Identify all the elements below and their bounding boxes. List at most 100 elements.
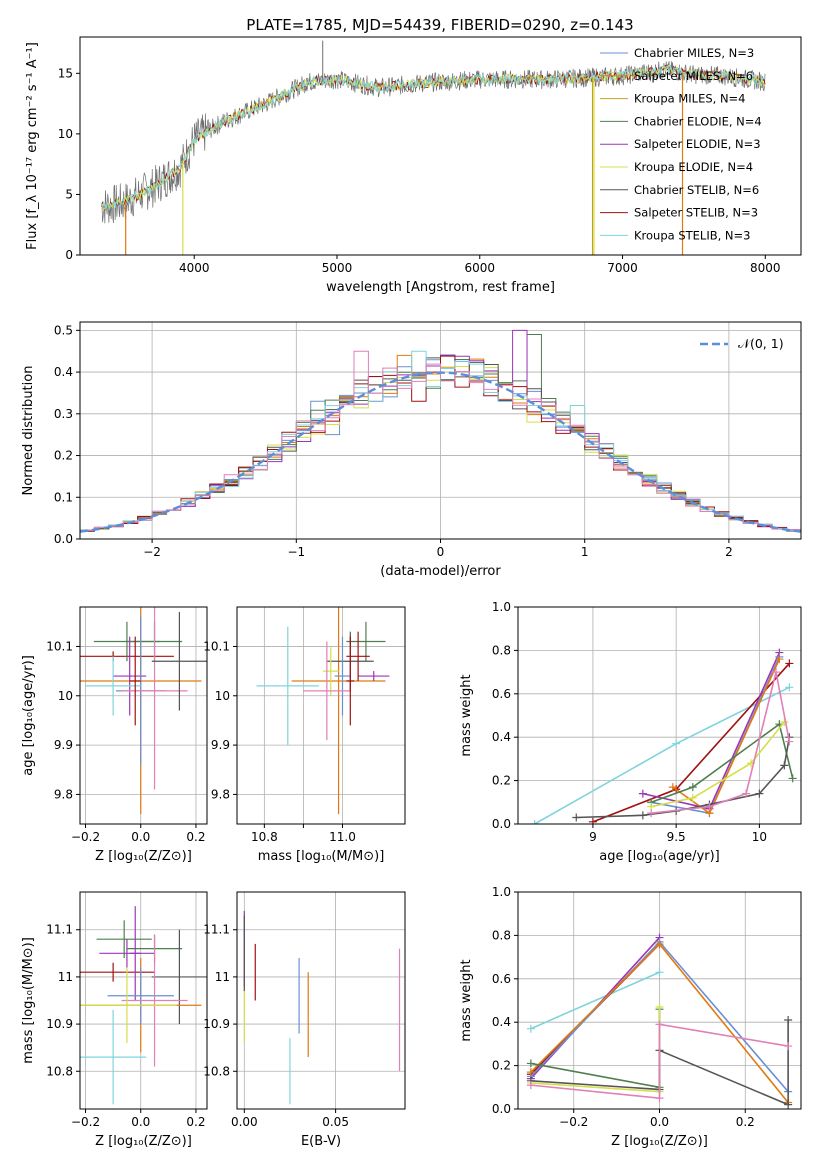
y-axis-label: Flux [f_λ 10⁻¹⁷ erg cm⁻² s⁻¹ A⁻¹] xyxy=(25,42,40,250)
panel-ebv_mass: 0.00 0.05 10.8 10.9 11 11.1 E(B-V) xyxy=(203,891,406,1149)
y-tick-label: 0.5 xyxy=(54,323,73,337)
weight-marker xyxy=(638,789,647,798)
x-tick-label: 0.00 xyxy=(231,1115,258,1129)
plot-area xyxy=(530,648,797,824)
legend-label: Chabrier MILES, N=3 xyxy=(634,46,754,60)
y-tick-label: 11.1 xyxy=(46,923,73,937)
weight-marker xyxy=(772,668,781,677)
x-tick-label: 6000 xyxy=(464,261,495,275)
weight-marker xyxy=(526,1059,535,1068)
x-tick-label: 4000 xyxy=(179,261,210,275)
weight-line-sa_elodie xyxy=(642,652,781,810)
y-tick-label: 0.4 xyxy=(492,1015,511,1029)
weight-line-kr_stelib xyxy=(530,971,660,1030)
y-tick-label: 0.4 xyxy=(492,730,511,744)
weight-marker xyxy=(588,817,597,824)
weight-line-ch_elodie xyxy=(650,722,794,804)
plot-area xyxy=(243,910,401,1105)
weight-marker xyxy=(775,655,784,664)
y-tick-label: 9.9 xyxy=(54,738,73,752)
weight-marker xyxy=(705,802,714,811)
x-tick-label: 2 xyxy=(725,545,733,559)
y-tick-label: 10.9 xyxy=(46,1017,73,1031)
y-tick-label: 15 xyxy=(58,66,73,80)
x-axis-label: E(B-V) xyxy=(301,1134,341,1149)
y-tick-label: 0.3 xyxy=(54,407,73,421)
panel-spectrum: 4000 5000 6000 7000 8000 0 5 10 15 wavelength [An… xyxy=(25,36,802,295)
plot-area xyxy=(101,40,766,255)
y-tick-label: 10.8 xyxy=(46,1064,73,1078)
x-tick-label: 0 xyxy=(437,545,445,559)
y-tick-label: 9.9 xyxy=(211,738,230,752)
figure-title: PLATE=1785, MJD=54439, FIBERID=0290, z=0… xyxy=(246,16,633,34)
weight-marker xyxy=(655,1020,664,1029)
weight-marker xyxy=(785,659,794,668)
weight-marker xyxy=(785,683,794,692)
x-tick-label: 11.0 xyxy=(329,830,356,844)
legend-label: Salpeter ELODIE, N=3 xyxy=(634,137,761,151)
x-axis-label: wavelength [Angstrom, rest frame] xyxy=(326,280,555,295)
x-axis-label: Z [log₁₀(Z/Z⊙)] xyxy=(95,1134,192,1149)
axes-frame xyxy=(236,891,406,1110)
normal-curve xyxy=(80,371,801,533)
y-tick-label: 1.0 xyxy=(492,600,511,614)
x-axis-label: (data-model)/error xyxy=(380,564,501,579)
y-tick-label: 0.2 xyxy=(492,1059,511,1073)
weight-line-pink xyxy=(530,1023,789,1100)
y-tick-label: 0.8 xyxy=(492,643,511,657)
x-tick-label: 9 xyxy=(589,830,597,844)
y-tick-label: 9.8 xyxy=(54,787,73,801)
x-tick-label: 9.5 xyxy=(667,830,686,844)
x-tick-label: 5000 xyxy=(322,261,353,275)
y-tick-label: 10 xyxy=(58,689,73,703)
y-tick-label: 0.2 xyxy=(54,449,73,463)
x-axis-label: Z [log₁₀(Z/Z⊙)] xyxy=(611,1134,708,1149)
y-tick-label: 0.0 xyxy=(54,532,73,546)
panel-age_weight: 9 9.5 10 0.0 0.2 0.4 0.6 0.8 1.0 age [log₁₀(age/y… xyxy=(459,600,802,864)
weight-marker xyxy=(688,783,697,792)
plot-area xyxy=(80,906,207,1105)
plot-area xyxy=(256,607,390,815)
axes-frame xyxy=(79,36,802,256)
weight-marker xyxy=(647,809,656,818)
weight-line-kr_stelib xyxy=(534,686,790,824)
x-tick-label: 0.0 xyxy=(131,1115,150,1129)
y-axis-label: Normed distribution xyxy=(21,366,36,496)
x-tick-label: −2 xyxy=(143,545,161,559)
panel-residuals: −2 −1 0 1 2 0.0 0.1 0.2 0.3 0.4 0.5 (data-model)/er… xyxy=(21,321,802,579)
model-spectrum-sa_stelib xyxy=(101,64,766,211)
y-tick-label: 10.9 xyxy=(203,1017,230,1031)
y-tick-label: 0.2 xyxy=(492,774,511,788)
y-axis-label: mass weight xyxy=(459,959,474,1041)
legend-label: Salpeter MILES, N=6 xyxy=(634,69,753,83)
y-tick-label: 0.0 xyxy=(492,1102,511,1116)
panel-z_age: −0.2 0.0 0.2 9.8 9.9 10 10.1 Z [log₁₀(Z/Z⊙)] age… xyxy=(21,606,208,864)
y-tick-label: 10.1 xyxy=(203,639,230,653)
weight-marker xyxy=(572,813,581,822)
plot-area xyxy=(80,607,207,815)
x-tick-label: 0.2 xyxy=(186,830,205,844)
weight-marker xyxy=(638,811,647,820)
x-tick-label: 0.05 xyxy=(322,1115,349,1129)
y-axis-label: mass weight xyxy=(459,674,474,756)
x-tick-label: 0.2 xyxy=(736,1115,755,1129)
y-tick-label: 1.0 xyxy=(492,885,511,899)
legend-label: Salpeter STELIB, N=3 xyxy=(634,206,758,220)
axes-frame xyxy=(79,891,208,1110)
y-tick-label: 0.1 xyxy=(54,490,73,504)
y-tick-label: 10 xyxy=(215,689,230,703)
axes-frame xyxy=(79,606,208,825)
y-axis-label: mass [log₁₀(M/M⊙)] xyxy=(21,937,36,1064)
x-tick-label: 0.0 xyxy=(131,830,150,844)
x-tick-label: 1 xyxy=(581,545,589,559)
panel-z_weight: −0.2 0.0 0.2 0.0 0.2 0.4 0.6 0.8 1.0 Z [log₁₀(Z/Z… xyxy=(459,885,802,1149)
legend-label: 𝒩(0, 1) xyxy=(738,336,784,351)
weight-marker xyxy=(788,774,797,783)
legend: Chabrier MILES, N=3 Salpeter MILES, N=6 Kr… xyxy=(600,46,762,242)
weight-marker xyxy=(530,820,539,824)
weight-marker xyxy=(526,1068,535,1077)
model-spectrum-kr_stelib xyxy=(101,64,766,211)
y-tick-label: 10.8 xyxy=(203,1064,230,1078)
plot-area xyxy=(80,329,801,533)
